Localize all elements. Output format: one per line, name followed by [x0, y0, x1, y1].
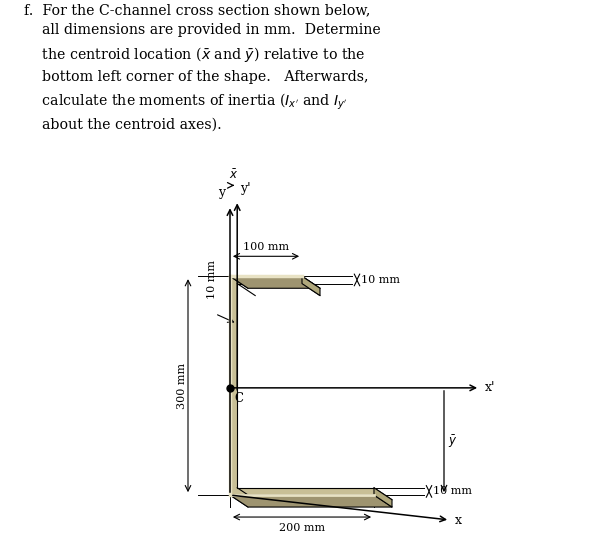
Text: $\bar{x}$: $\bar{x}$: [229, 169, 238, 183]
Text: C: C: [234, 392, 243, 405]
Text: $\bar{y}$: $\bar{y}$: [448, 433, 457, 450]
Text: y: y: [219, 186, 226, 199]
Text: 200 mm: 200 mm: [279, 523, 325, 533]
Text: 10 mm: 10 mm: [361, 275, 400, 285]
Polygon shape: [374, 488, 392, 507]
Text: 10 mm: 10 mm: [433, 486, 472, 496]
Text: 300 mm: 300 mm: [177, 362, 187, 408]
Polygon shape: [230, 276, 374, 495]
Text: y': y': [240, 183, 251, 195]
Text: x': x': [485, 381, 496, 395]
Polygon shape: [302, 276, 320, 296]
Polygon shape: [230, 276, 320, 288]
Text: x: x: [455, 513, 462, 527]
Text: f.  For the C-channel cross section shown below,
    all dimensions are provided: f. For the C-channel cross section shown…: [24, 3, 381, 132]
Text: 100 mm: 100 mm: [243, 243, 289, 253]
Text: 10 mm: 10 mm: [207, 260, 217, 299]
Polygon shape: [230, 495, 392, 507]
